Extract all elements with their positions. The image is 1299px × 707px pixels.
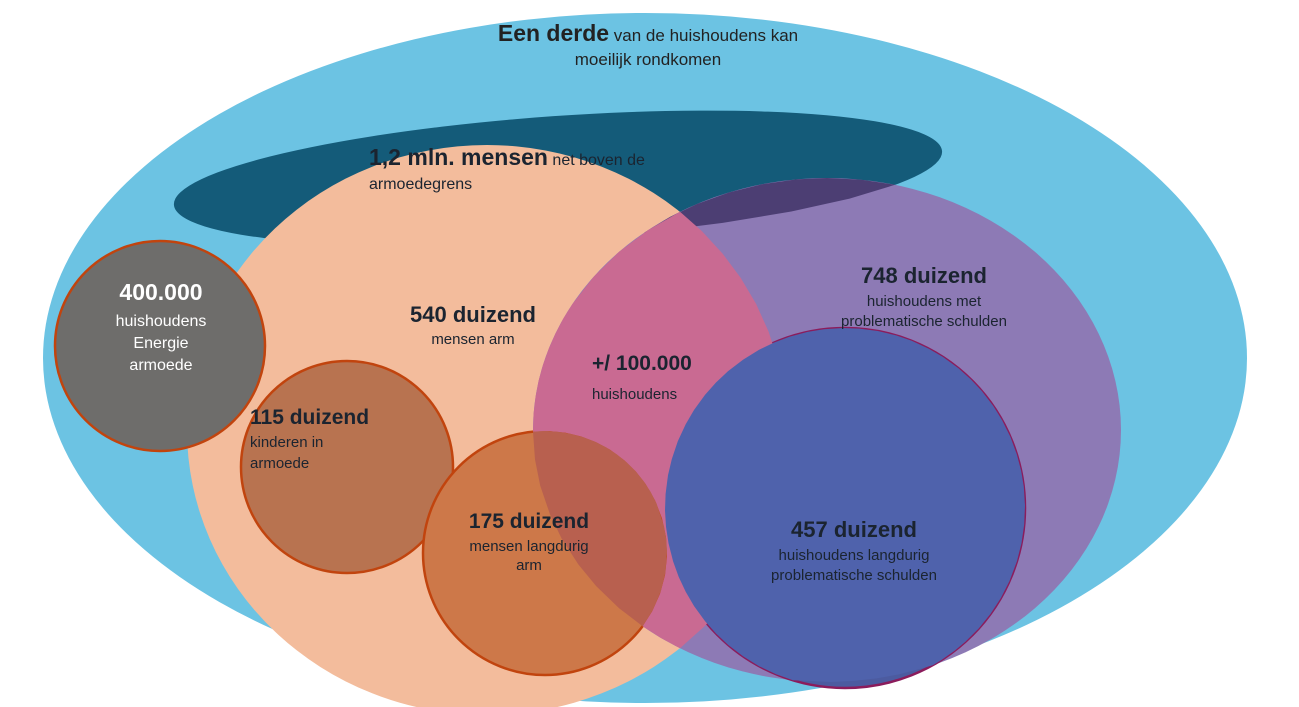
svg-text:huishoudens met: huishoudens met [867,293,982,310]
svg-text:457 duizend: 457 duizend [791,517,917,542]
svg-text:Energie: Energie [133,335,188,352]
svg-text:400.000: 400.000 [119,279,202,305]
svg-text:115 duizend: 115 duizend [250,406,369,429]
svg-text:armoedegrens: armoedegrens [369,176,472,193]
svg-text:mensen langdurig: mensen langdurig [469,538,588,555]
svg-text:huishoudens: huishoudens [592,386,677,403]
svg-text:kinderen in: kinderen in [250,434,323,451]
svg-text:748 duizend: 748 duizend [861,263,987,288]
svg-text:175 duizend: 175 duizend [469,510,589,533]
svg-text:540 duizend: 540 duizend [410,302,536,327]
svg-text:mensen arm: mensen arm [431,331,514,348]
svg-text:problematische schulden: problematische schulden [841,313,1007,330]
svg-text:armoede: armoede [250,455,309,472]
svg-text:+/ 100.000: +/ 100.000 [592,352,692,375]
svg-text:armoede: armoede [129,357,192,374]
svg-text:arm: arm [516,557,542,574]
svg-text:problematische schulden: problematische schulden [771,567,937,584]
svg-text:huishoudens: huishoudens [116,313,207,330]
svg-text:moeilijk rondkomen: moeilijk rondkomen [575,50,721,69]
svg-text:huishoudens langdurig: huishoudens langdurig [779,547,930,564]
